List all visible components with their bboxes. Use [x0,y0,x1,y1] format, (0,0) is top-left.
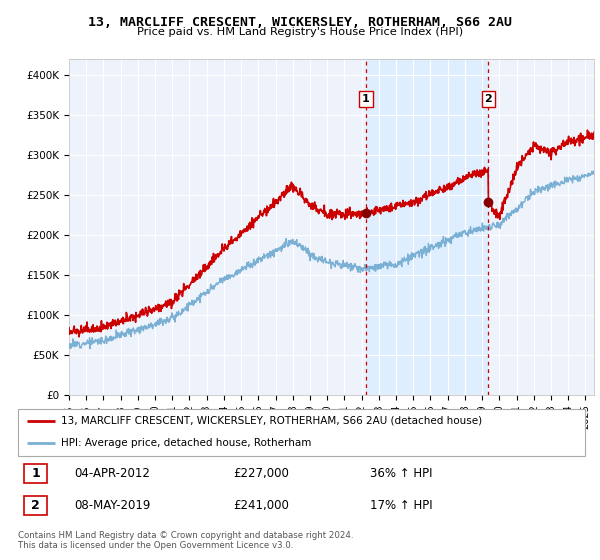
Text: 2: 2 [31,499,40,512]
FancyBboxPatch shape [23,496,47,515]
Text: £241,000: £241,000 [233,499,289,512]
Text: 13, MARCLIFF CRESCENT, WICKERSLEY, ROTHERHAM, S66 2AU: 13, MARCLIFF CRESCENT, WICKERSLEY, ROTHE… [88,16,512,29]
Text: 17% ↑ HPI: 17% ↑ HPI [370,499,432,512]
Text: Contains HM Land Registry data © Crown copyright and database right 2024.
This d: Contains HM Land Registry data © Crown c… [18,531,353,550]
Text: Price paid vs. HM Land Registry's House Price Index (HPI): Price paid vs. HM Land Registry's House … [137,27,463,37]
Text: £227,000: £227,000 [233,467,289,480]
Text: 13, MARCLIFF CRESCENT, WICKERSLEY, ROTHERHAM, S66 2AU (detached house): 13, MARCLIFF CRESCENT, WICKERSLEY, ROTHE… [61,416,482,426]
Text: 2: 2 [484,94,492,104]
FancyBboxPatch shape [18,409,585,456]
Text: 1: 1 [31,467,40,480]
Text: 36% ↑ HPI: 36% ↑ HPI [370,467,432,480]
FancyBboxPatch shape [23,464,47,483]
Text: 08-MAY-2019: 08-MAY-2019 [75,499,151,512]
Text: 04-APR-2012: 04-APR-2012 [75,467,151,480]
Text: HPI: Average price, detached house, Rotherham: HPI: Average price, detached house, Roth… [61,438,311,448]
Text: 1: 1 [362,94,370,104]
Bar [366,59,488,395]
